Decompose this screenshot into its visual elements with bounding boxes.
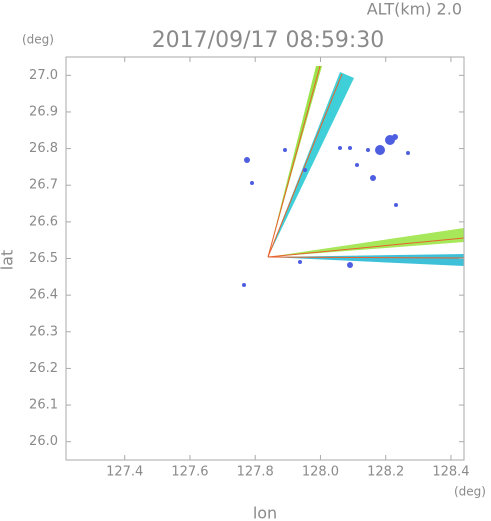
chart-title: 2017/09/17 08:59:30 [152, 28, 385, 53]
echo-beam [268, 254, 464, 266]
y-unit: (deg) [22, 33, 54, 47]
y-tick-label: 26.1 [29, 398, 58, 413]
y-tick-label: 26.6 [29, 214, 58, 229]
x-axis-label: lon [253, 504, 277, 521]
echo-edge [267, 73, 343, 258]
echo-edge [267, 256, 465, 259]
echo-beam [268, 72, 354, 257]
echo-cells [242, 134, 410, 287]
y-tick-label: 26.7 [29, 178, 58, 193]
y-tick-label: 26.3 [29, 324, 58, 339]
radar-echoes [242, 65, 465, 287]
echo-beam [268, 228, 464, 257]
y-tick-label: 26.0 [29, 434, 58, 449]
x-tick-label: 128.4 [432, 465, 469, 480]
x-tick-label: 128.2 [367, 465, 404, 480]
echo-edge [267, 65, 321, 258]
altitude-label: ALT(km) 2.0 [367, 0, 462, 19]
x-tick-label: 128.0 [302, 465, 339, 480]
echo-edge [267, 237, 465, 258]
y-tick-label: 26.4 [29, 288, 58, 303]
x-unit: (deg) [454, 485, 486, 499]
x-tick-label: 127.4 [106, 465, 143, 480]
x-tick-label: 127.8 [237, 465, 274, 480]
y-tick-label: 27.0 [29, 68, 58, 83]
x-tick-label: 127.6 [171, 465, 208, 480]
y-tick-label: 26.5 [29, 251, 58, 266]
y-tick-label: 26.9 [29, 104, 58, 119]
y-tick-label: 26.2 [29, 361, 58, 376]
y-axis-label: lat [0, 250, 17, 271]
y-tick-label: 26.8 [29, 141, 58, 156]
